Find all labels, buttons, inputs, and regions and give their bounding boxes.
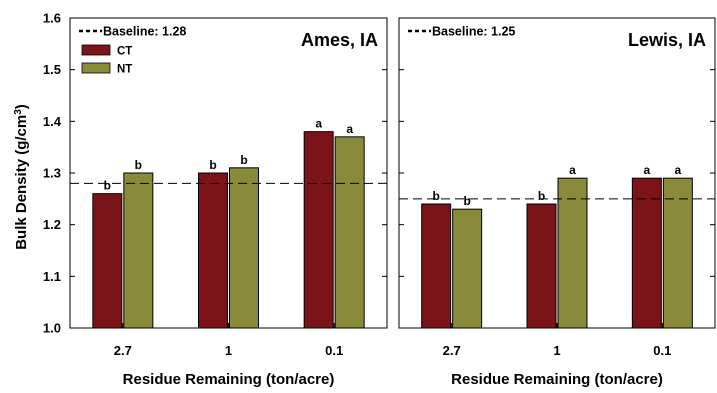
- significance-label: a: [674, 163, 681, 177]
- legend-label-ct: CT: [117, 46, 132, 58]
- bars: [421, 177, 693, 329]
- x-tick-label: 0.1: [325, 343, 343, 358]
- legend-label-nt: NT: [117, 64, 132, 76]
- legend-swatch-ct: [81, 44, 111, 56]
- bar-nt: [229, 167, 259, 329]
- significance-label: b: [240, 153, 247, 167]
- bar-ct: [92, 193, 123, 329]
- bar-nt: [662, 177, 693, 329]
- panel-ames: b b a b b a Ames, IA Baseline: 1.28 CT NT 2.7…: [69, 17, 388, 388]
- bar-nt: [452, 208, 483, 329]
- bar-ct: [631, 177, 662, 329]
- baseline-legend-label: Baseline: 1.28: [103, 25, 186, 39]
- x-axis-title: Residue Remaining (ton/acre): [123, 371, 335, 388]
- axis-ticks: [70, 17, 387, 329]
- y-tick-label: 1.1: [43, 269, 61, 284]
- significance-label: a: [569, 163, 576, 177]
- panel-title: Ames, IA: [301, 30, 378, 50]
- y-tick-labels: 1.0 1.1 1.2 1.3 1.4 1.5 1.6: [43, 11, 62, 336]
- y-tick-label: 1.3: [43, 166, 61, 181]
- axis-ticks: [399, 17, 715, 329]
- bar-ct: [198, 172, 228, 329]
- significance-label: a: [315, 117, 322, 131]
- baseline-legend: Baseline: 1.25: [408, 25, 515, 39]
- significance-label: b: [538, 189, 545, 203]
- bar-ct: [526, 203, 557, 329]
- x-tick-label: 2.7: [443, 343, 461, 358]
- bars: [92, 131, 365, 329]
- bar-ct: [303, 131, 334, 329]
- significance-labels: b b a b b a: [104, 117, 354, 193]
- significance-labels: b b a b a a: [432, 163, 681, 208]
- panel-title: Lewis, IA: [628, 30, 706, 50]
- bar-nt: [123, 172, 154, 329]
- significance-label: b: [432, 189, 439, 203]
- y-tick-label: 1.4: [43, 114, 62, 129]
- x-tick-label: 2.7: [114, 343, 132, 358]
- x-tick-label: 1: [553, 343, 560, 358]
- significance-label: a: [643, 163, 650, 177]
- y-axis-title: Bulk Density (g/cm3): [13, 104, 31, 250]
- y-tick-label: 1.6: [43, 11, 61, 26]
- significance-label: b: [104, 179, 111, 193]
- bar-ct: [421, 203, 452, 329]
- legend-swatch-nt: [81, 62, 111, 74]
- bar-nt: [334, 136, 365, 329]
- y-tick-label: 1.5: [43, 62, 61, 77]
- y-tick-label: 1.2: [43, 217, 61, 232]
- x-tick-label: 1: [225, 343, 232, 358]
- significance-label: a: [346, 122, 353, 136]
- x-tick-labels: 2.7 1 0.1: [443, 343, 672, 358]
- significance-label: b: [209, 158, 216, 172]
- x-tick-label: 0.1: [653, 343, 671, 358]
- significance-label: b: [463, 194, 470, 208]
- bar-nt: [557, 177, 588, 329]
- y-tick-label: 1.0: [43, 321, 61, 336]
- baseline-legend-label: Baseline: 1.25: [432, 25, 515, 39]
- legend: CT NT: [81, 44, 132, 76]
- x-axis-title: Residue Remaining (ton/acre): [451, 371, 663, 388]
- baseline-legend: Baseline: 1.28: [79, 25, 186, 39]
- significance-label: b: [135, 158, 142, 172]
- x-tick-labels: 2.7 1 0.1: [114, 343, 343, 358]
